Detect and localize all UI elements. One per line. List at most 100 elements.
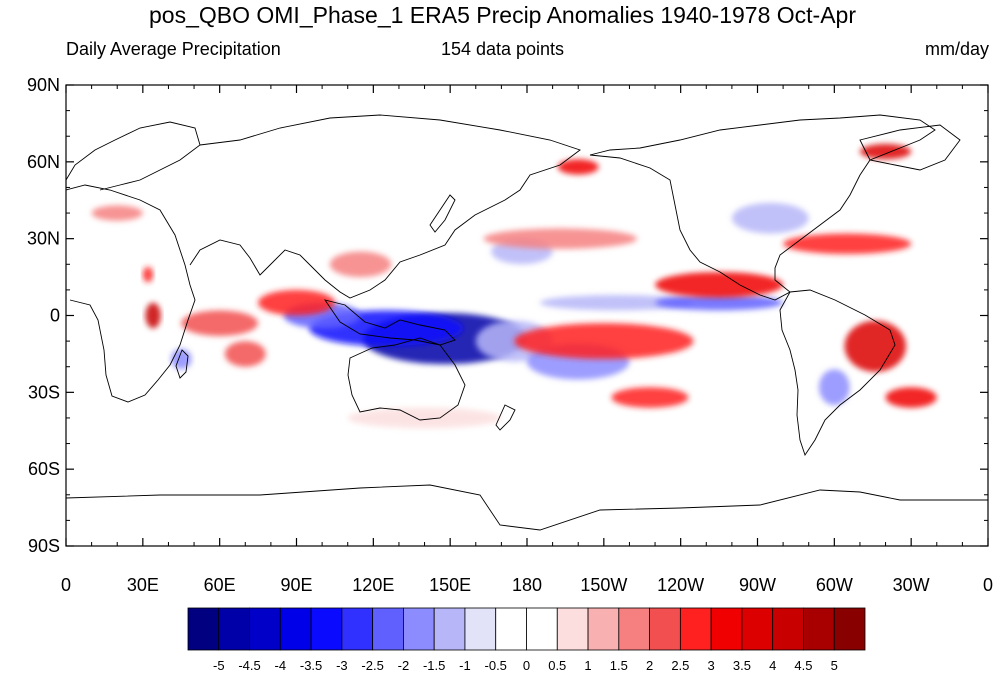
anomaly-region [91, 205, 143, 221]
colorbar-bin [249, 607, 281, 651]
colorbar-label: 4.5 [794, 658, 812, 673]
colorbar-label: 1 [584, 658, 591, 673]
colorbar-label: -5 [213, 658, 225, 673]
lon-tick-label: 0 [61, 575, 71, 595]
lon-tick-label: 90W [739, 575, 776, 595]
colorbar-bin [495, 607, 527, 651]
anomaly-region [655, 295, 784, 311]
colorbar-bin [833, 607, 866, 651]
colorbar-bin [679, 607, 712, 651]
anomaly-region [859, 143, 912, 160]
lon-tick-label: 150E [429, 575, 471, 595]
colorbar-label: -1.5 [423, 658, 445, 673]
anomaly-region [224, 341, 266, 367]
lat-tick-label: 0 [50, 306, 60, 326]
lon-tick-label: 30E [127, 575, 159, 595]
colorbar-bin [279, 607, 312, 651]
lat-tick-label: 30N [27, 229, 60, 249]
lat-tick-label: 60N [27, 152, 60, 172]
colorbar-bin [218, 607, 250, 651]
colorbar-bin [741, 607, 774, 651]
colorbar-label: 3.5 [733, 658, 751, 673]
anomaly-field [78, 143, 937, 429]
lon-tick-label: 30W [893, 575, 930, 595]
anomaly-region [818, 369, 850, 406]
lon-tick-label: 120E [352, 575, 394, 595]
colorbar-bin [710, 607, 743, 651]
coastline-new-zealand [495, 404, 516, 431]
anomaly-region [258, 289, 335, 316]
lon-tick-label: 0 [983, 575, 993, 595]
anomaly-region [844, 320, 907, 372]
colorbar-label: -3 [336, 658, 348, 673]
colorbar-label: 1.5 [610, 658, 628, 673]
coastline-africa [66, 184, 196, 403]
colorbar-label: -2.5 [361, 658, 383, 673]
colorbar-label: 2.5 [671, 658, 689, 673]
colorbar-bin [587, 607, 620, 651]
lon-tick-label: 180 [512, 575, 542, 595]
coastline-indonesia [323, 299, 456, 346]
colorbar-bin [187, 607, 220, 651]
coastline-antarctica [66, 484, 988, 531]
units-label: mm/day [924, 39, 989, 59]
colorbar-bin [556, 607, 589, 651]
anomaly-region [731, 202, 809, 234]
anomaly-region [142, 266, 154, 283]
lon-tick-label: 90E [280, 575, 312, 595]
colorbar-label: -2 [398, 658, 410, 673]
colorbar-bin [649, 607, 681, 651]
lat-tick-label: 30S [28, 382, 60, 402]
data-points-label: 154 data points [440, 39, 565, 59]
colorbar-label: 0 [523, 658, 530, 673]
colorbar-bin [526, 607, 558, 651]
anomaly-region [347, 407, 502, 429]
anomaly-region [514, 323, 694, 360]
anomaly-region [655, 271, 784, 298]
anomaly-region [329, 251, 392, 278]
coastline-japan [429, 194, 456, 233]
anomaly-region [78, 172, 207, 193]
anomaly-region [483, 228, 638, 249]
anomaly-region [783, 233, 912, 255]
colorbar-bin [772, 607, 804, 651]
lon-tick-label: 150W [580, 575, 627, 595]
lat-tick-label: 90S [28, 536, 60, 556]
colorbar-label: -0.5 [485, 658, 507, 673]
colorbar-label: 5 [831, 658, 838, 673]
colorbar-label: 3 [708, 658, 715, 673]
anomaly-region [181, 310, 259, 336]
lon-tick-label: 60W [816, 575, 853, 595]
coastline-north-america [589, 114, 936, 301]
colorbar-bin [464, 607, 497, 651]
coastline-asia [189, 114, 581, 299]
anomaly-region [885, 387, 937, 408]
colorbar [187, 607, 866, 651]
colorbar-label: -1 [459, 658, 471, 673]
plot-title: pos_QBO OMI_Phase_1 ERA5 Precip Anomalie… [149, 2, 856, 28]
colorbar-bin [341, 607, 374, 651]
colorbar-labels: -5 -4.5 -4 -3.5 -3 -2.5 -2 -1.5 -1 -0.5 0 0.5 1 1.5 2 2… [213, 658, 838, 673]
colorbar-label: 4 [769, 658, 776, 673]
colorbar-label: 0.5 [548, 658, 566, 673]
coastline-australia [347, 337, 466, 421]
colorbar-bin [310, 607, 343, 651]
colorbar-bin [618, 607, 650, 651]
colorbar-label: -4.5 [238, 658, 260, 673]
coastline-madagascar [175, 349, 189, 379]
colorbar-bin [433, 607, 466, 651]
anomaly-region [611, 387, 689, 408]
colorbar-bin [372, 607, 404, 651]
coastline-south-america [779, 289, 896, 457]
colorbar-bin [403, 607, 435, 651]
colorbar-label: -3.5 [300, 658, 322, 673]
variable-label: Daily Average Precipitation [66, 39, 281, 59]
lat-tick-label: 60S [28, 459, 60, 479]
coastlines [66, 114, 988, 531]
anomaly-region [145, 302, 161, 329]
coastline-europe [66, 121, 201, 191]
lat-tick-label: 90N [27, 75, 60, 95]
lon-tick-label: 120W [657, 575, 704, 595]
coastline-greenland [859, 124, 961, 171]
